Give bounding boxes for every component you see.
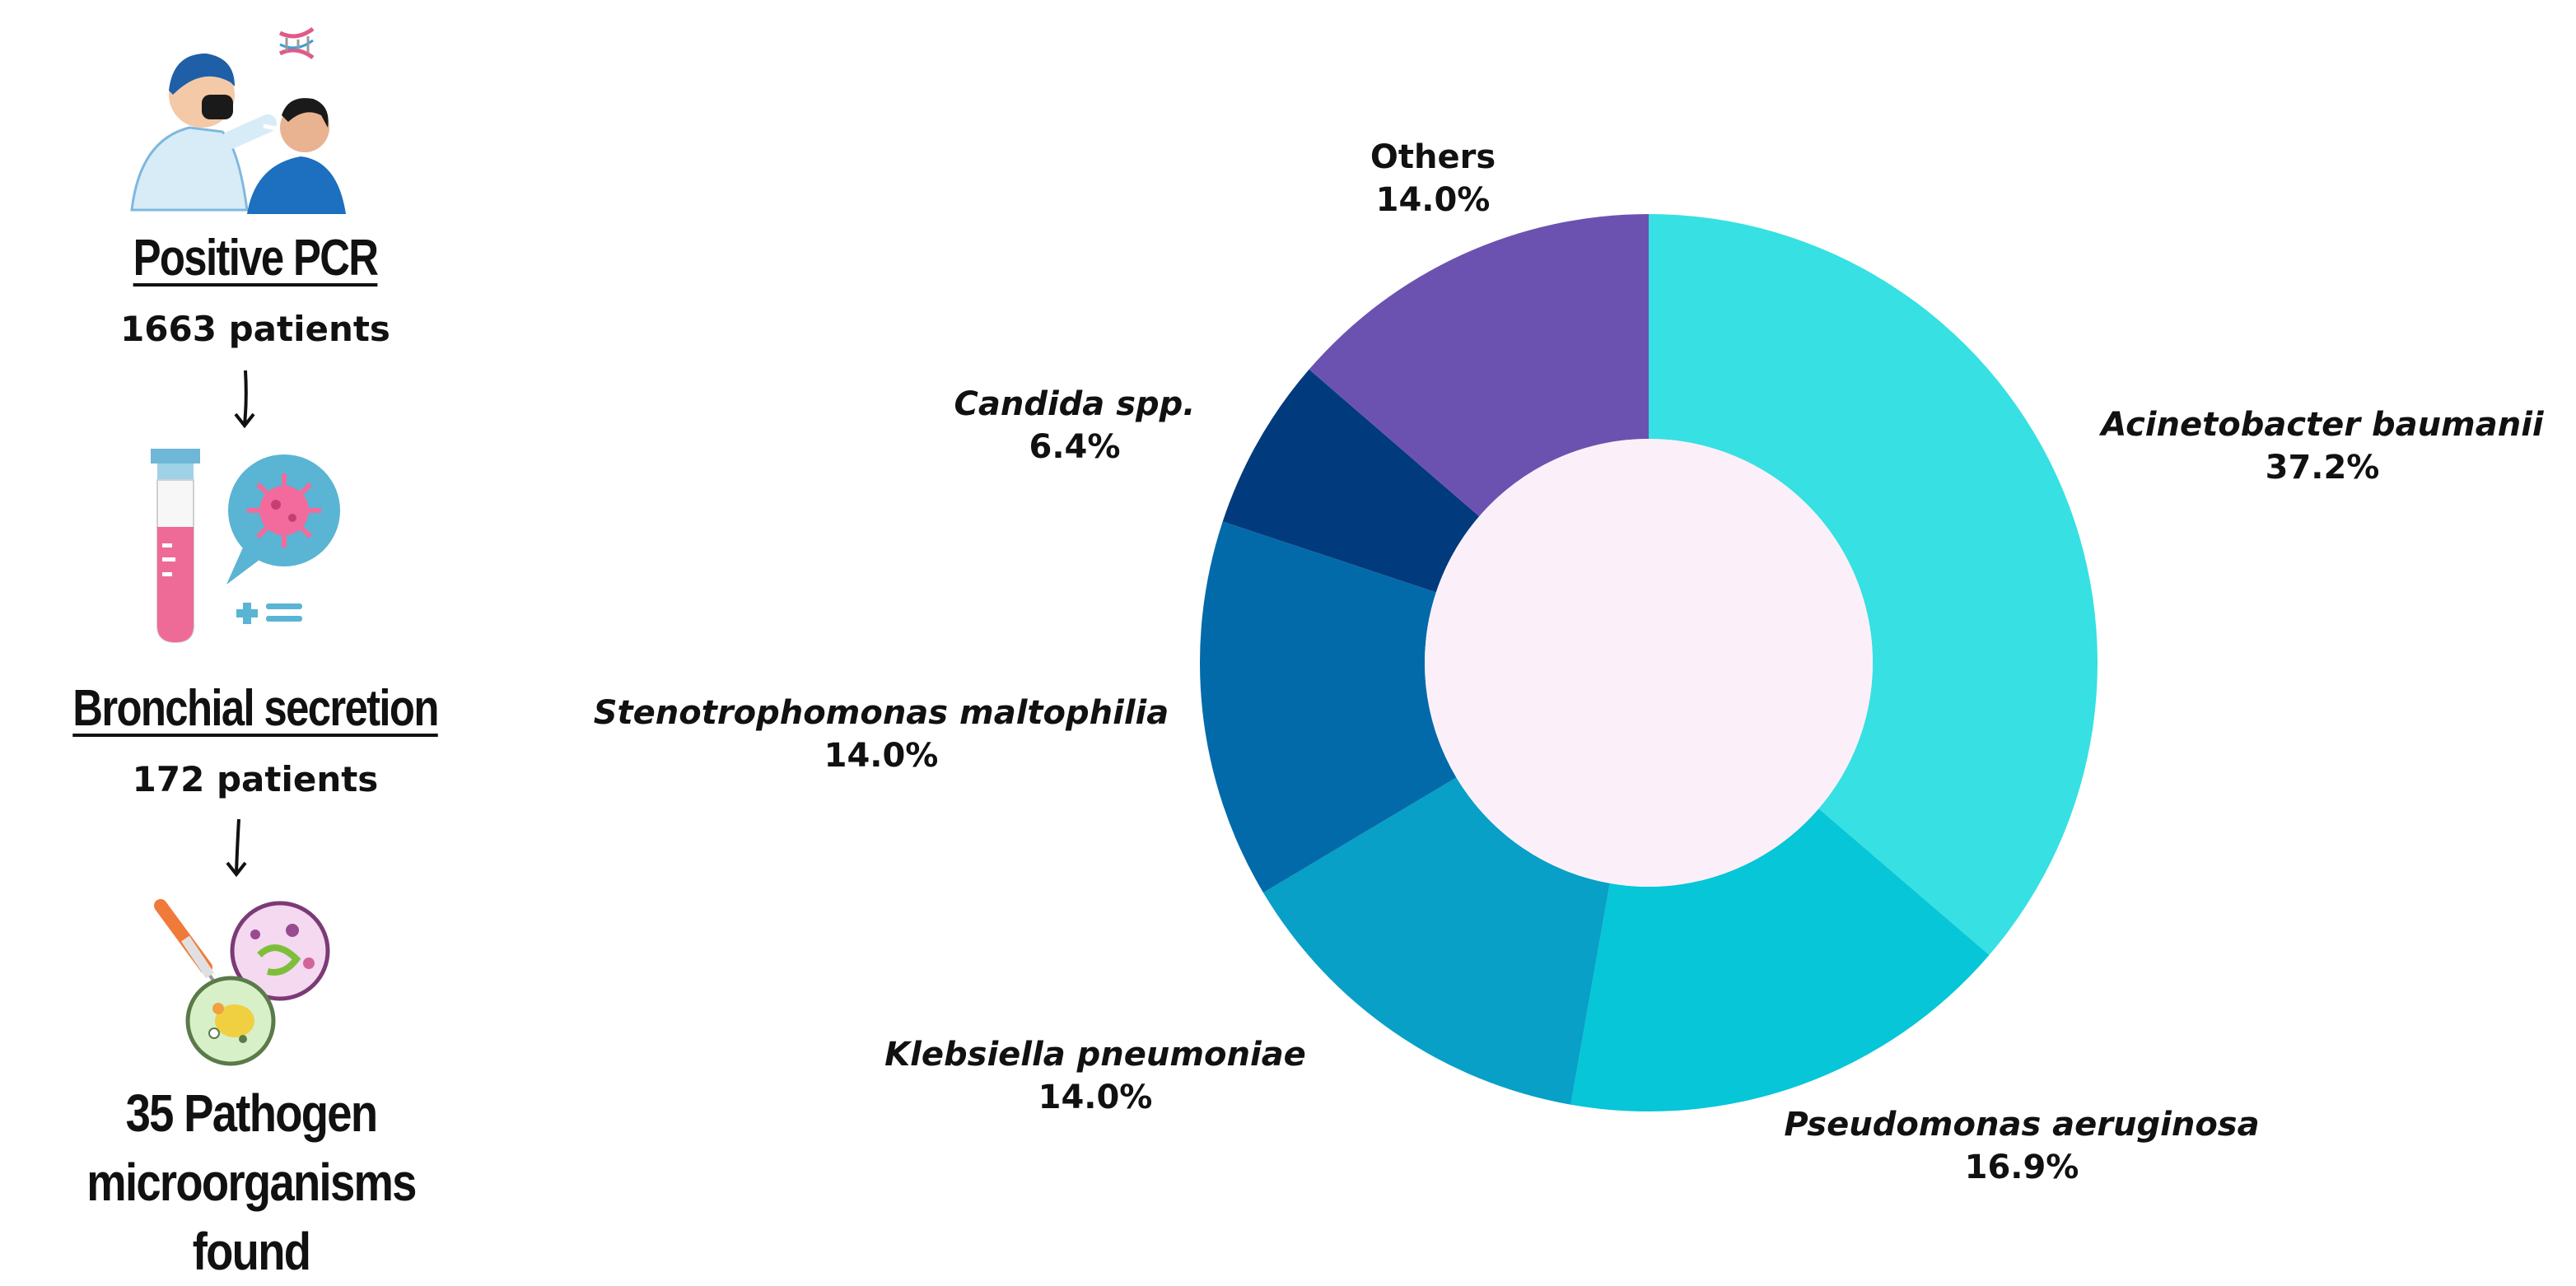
slice-label-name: Stenotrophomonas maltophilia	[593, 694, 1169, 732]
slice-label-value: 14.0%	[1375, 181, 1491, 219]
slice-label-value: 16.9%	[1964, 1149, 2079, 1186]
slice-label-name: Others	[1370, 138, 1496, 176]
donut-slice-stenotrophomonas-maltophilia	[1200, 521, 1457, 893]
donut-slice-klebsiella-pneumoniae	[1262, 777, 1610, 1105]
result-line-2: microorganisms found	[86, 1153, 417, 1281]
arrow-down-icon	[226, 818, 247, 878]
slice-label-name: Klebsiella pneumoniae	[884, 1036, 1306, 1074]
slice-label: Pseudomonas aeruginosa 16.9%	[1758, 1103, 2285, 1189]
result-line-1: 35 Pathogen	[125, 1083, 378, 1143]
donut-slice-pseudomonas-aeruginosa	[1570, 808, 1990, 1111]
workflow-panel: Positive PCR 1663 patients Bronchial sec…	[0, 0, 511, 1281]
slice-label-value: 14.0%	[1038, 1079, 1153, 1116]
arrow-down-icon	[234, 370, 255, 429]
slice-label: Stenotrophomonas maltophilia 14.0%	[544, 692, 1219, 777]
test-tube-virus-icon	[151, 449, 340, 644]
donut-chart-svg	[1200, 214, 2098, 1111]
slice-label-value: 6.4%	[1029, 428, 1121, 466]
donut-center-hole	[1425, 439, 1873, 887]
slice-label: Candida spp. 6.4%	[902, 383, 1248, 468]
donut-slice-others	[1309, 214, 1649, 517]
pcr-swab-test-icon	[130, 26, 346, 214]
slice-label-name: Pseudomonas aeruginosa	[1784, 1106, 2260, 1144]
slice-label-name: Candida spp.	[954, 385, 1196, 423]
slice-label: Klebsiella pneumoniae 14.0%	[840, 1033, 1351, 1119]
step-2-count: 172 patients	[132, 759, 379, 799]
donut-slice-acinetobacter-baumanii	[1649, 214, 2098, 956]
step-1-title: Positive PCR	[133, 230, 379, 287]
slice-label-value: 14.0%	[824, 737, 939, 775]
donut-slice-candida-spp	[1222, 369, 1480, 593]
petri-dish-microbes-icon	[154, 899, 330, 1066]
slice-label: Others 14.0%	[1309, 136, 1556, 221]
slice-label: Acinetobacter baumanii 37.2%	[2067, 403, 2576, 489]
slice-label-name: Acinetobacter baumanii	[2101, 406, 2544, 444]
step-2-title: Bronchial secretion	[72, 680, 439, 737]
slice-label-value: 37.2%	[2265, 449, 2380, 487]
step-1-count: 1663 patients	[120, 309, 390, 349]
donut-chart: Acinetobacter baumanii 37.2% Pseudomonas a…	[560, 99, 2569, 1235]
